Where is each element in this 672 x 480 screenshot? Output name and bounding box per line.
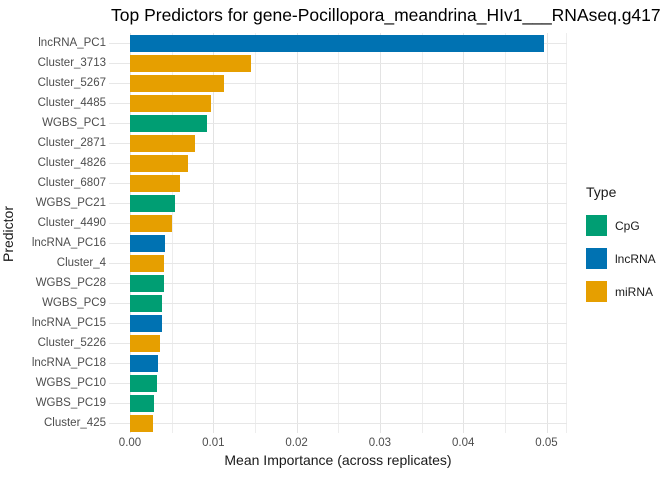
gridline-major-0.000: [130, 33, 131, 433]
y-tick-label-lncRNA_PC16: lncRNA_PC16: [31, 237, 106, 249]
y-tick-label-lncRNA_PC18: lncRNA_PC18: [31, 357, 106, 369]
gridline-panel-edge: [566, 33, 567, 433]
gridline-row: [109, 63, 567, 64]
gridline-minor-0.015: [255, 33, 256, 433]
bar-WGBS_PC19: [130, 394, 154, 412]
bar-Cluster_4490: [130, 214, 172, 232]
bar-WGBS_PC9: [130, 294, 162, 312]
gridline-major-0.020: [297, 33, 298, 433]
y-tick-label-Cluster_6807: Cluster_6807: [37, 177, 106, 189]
bar-lncRNA_PC15: [130, 314, 162, 332]
y-tick-label-Cluster_4490: Cluster_4490: [37, 217, 106, 229]
gridline-major-0.010: [213, 33, 214, 433]
y-tick-label-Cluster_4826: Cluster_4826: [37, 157, 106, 169]
bar-lncRNA_PC18: [130, 354, 158, 372]
gridline-row: [109, 383, 567, 384]
y-tick-label-lncRNA_PC15: lncRNA_PC15: [31, 317, 106, 329]
gridline-row: [109, 263, 567, 264]
bar-WGBS_PC28: [130, 274, 164, 292]
gridline-row: [109, 183, 567, 184]
gridline-row: [109, 143, 567, 144]
y-tick-label-WGBS_PC21: WGBS_PC21: [35, 197, 106, 209]
y-tick-label-Cluster_4: Cluster_4: [56, 257, 106, 269]
gridline-row: [109, 283, 567, 284]
bar-WGBS_PC1: [130, 114, 207, 132]
bar-Cluster_4: [130, 254, 164, 272]
x-axis-title: Mean Importance (across replicates): [224, 452, 452, 468]
bar-lncRNA_PC1: [130, 34, 544, 52]
gridline-row: [109, 103, 567, 104]
bar-Cluster_4826: [130, 154, 188, 172]
bar-WGBS_PC10: [130, 374, 157, 392]
legend-label-miRNA: miRNA: [615, 284, 653, 299]
y-tick-label-Cluster_3713: Cluster_3713: [37, 57, 106, 69]
chart-title: Top Predictors for gene-Pocillopora_mean…: [111, 5, 661, 25]
gridline-major-0.030: [380, 33, 381, 433]
legend-title: Type: [586, 184, 617, 200]
y-axis-tick-labels: lncRNA_PC1 Cluster_3713 Cluster_5267 Cluste…: [0, 33, 106, 433]
gridline-row: [109, 123, 567, 124]
bar-WGBS_PC21: [130, 194, 175, 212]
legend-key-swatch-lncRNA: [586, 248, 607, 269]
y-tick-label-WGBS_PC28: WGBS_PC28: [35, 277, 106, 289]
legend-key-swatch-miRNA: [586, 281, 607, 302]
bar-Cluster_5226: [130, 334, 160, 352]
gridline-row: [109, 163, 567, 164]
legend-item-CpG: CpG: [586, 209, 656, 242]
y-tick-label-lncRNA_PC1: lncRNA_PC1: [38, 37, 106, 49]
gridline-minor-0.045: [505, 33, 506, 433]
gridline-row: [109, 423, 567, 424]
y-tick-label-WGBS_PC19: WGBS_PC19: [35, 397, 106, 409]
gridline-row: [109, 303, 567, 304]
gridline-row: [109, 223, 567, 224]
y-tick-label-Cluster_5267: Cluster_5267: [37, 77, 106, 89]
legend-items: CpG lncRNA miRNA: [586, 209, 656, 308]
x-tick-label-0.02: 0.02: [285, 437, 308, 449]
gridline-row: [109, 243, 567, 244]
plot-panel: [109, 33, 567, 433]
x-tick-label-0.01: 0.01: [202, 437, 225, 449]
bar-Cluster_6807: [130, 174, 180, 192]
x-tick-label-0.00: 0.00: [118, 437, 142, 449]
gridline-row: [109, 403, 567, 404]
x-tick-label-0.05: 0.05: [535, 437, 558, 449]
y-tick-label-Cluster_425: Cluster_425: [43, 417, 106, 429]
legend-label-CpG: CpG: [615, 218, 640, 233]
bar-Cluster_425: [130, 414, 153, 432]
legend-label-lncRNA: lncRNA: [615, 251, 656, 266]
y-tick-label-Cluster_5226: Cluster_5226: [37, 337, 106, 349]
gridline-minor-0.005: [172, 33, 173, 433]
y-tick-label-WGBS_PC9: WGBS_PC9: [42, 297, 106, 309]
y-tick-label-WGBS_PC1: WGBS_PC1: [42, 117, 106, 129]
x-axis-tick-labels: 0.00 0.01 0.02 0.03 0.04 0.05: [0, 437, 672, 451]
x-tick-label-0.03: 0.03: [368, 437, 392, 449]
gridline-row: [109, 323, 567, 324]
x-tick-label-0.04: 0.04: [451, 437, 475, 449]
gridline-minor-0.025: [338, 33, 339, 433]
gridline-row: [109, 203, 567, 204]
bar-Cluster_3713: [130, 54, 251, 72]
legend-key-swatch-CpG: [586, 215, 607, 236]
gridline-row: [109, 83, 567, 84]
gridline-row: [109, 363, 567, 364]
legend-item-lncRNA: lncRNA: [586, 242, 656, 275]
gridline-major-0.040: [463, 33, 464, 433]
y-tick-label-Cluster_2871: Cluster_2871: [37, 137, 106, 149]
bar-lncRNA_PC16: [130, 234, 165, 252]
gridline-major-0.050: [547, 33, 548, 433]
y-tick-label-WGBS_PC10: WGBS_PC10: [35, 377, 106, 389]
y-tick-label-Cluster_4485: Cluster_4485: [37, 97, 106, 109]
gridline-row: [109, 343, 567, 344]
bar-Cluster_5267: [130, 74, 224, 92]
legend-item-miRNA: miRNA: [586, 275, 656, 308]
legend: Type CpG lncRNA miRNA: [586, 184, 656, 308]
gridline-minor-0.035: [422, 33, 423, 433]
bar-Cluster_4485: [130, 94, 211, 112]
bar-Cluster_2871: [130, 134, 195, 152]
